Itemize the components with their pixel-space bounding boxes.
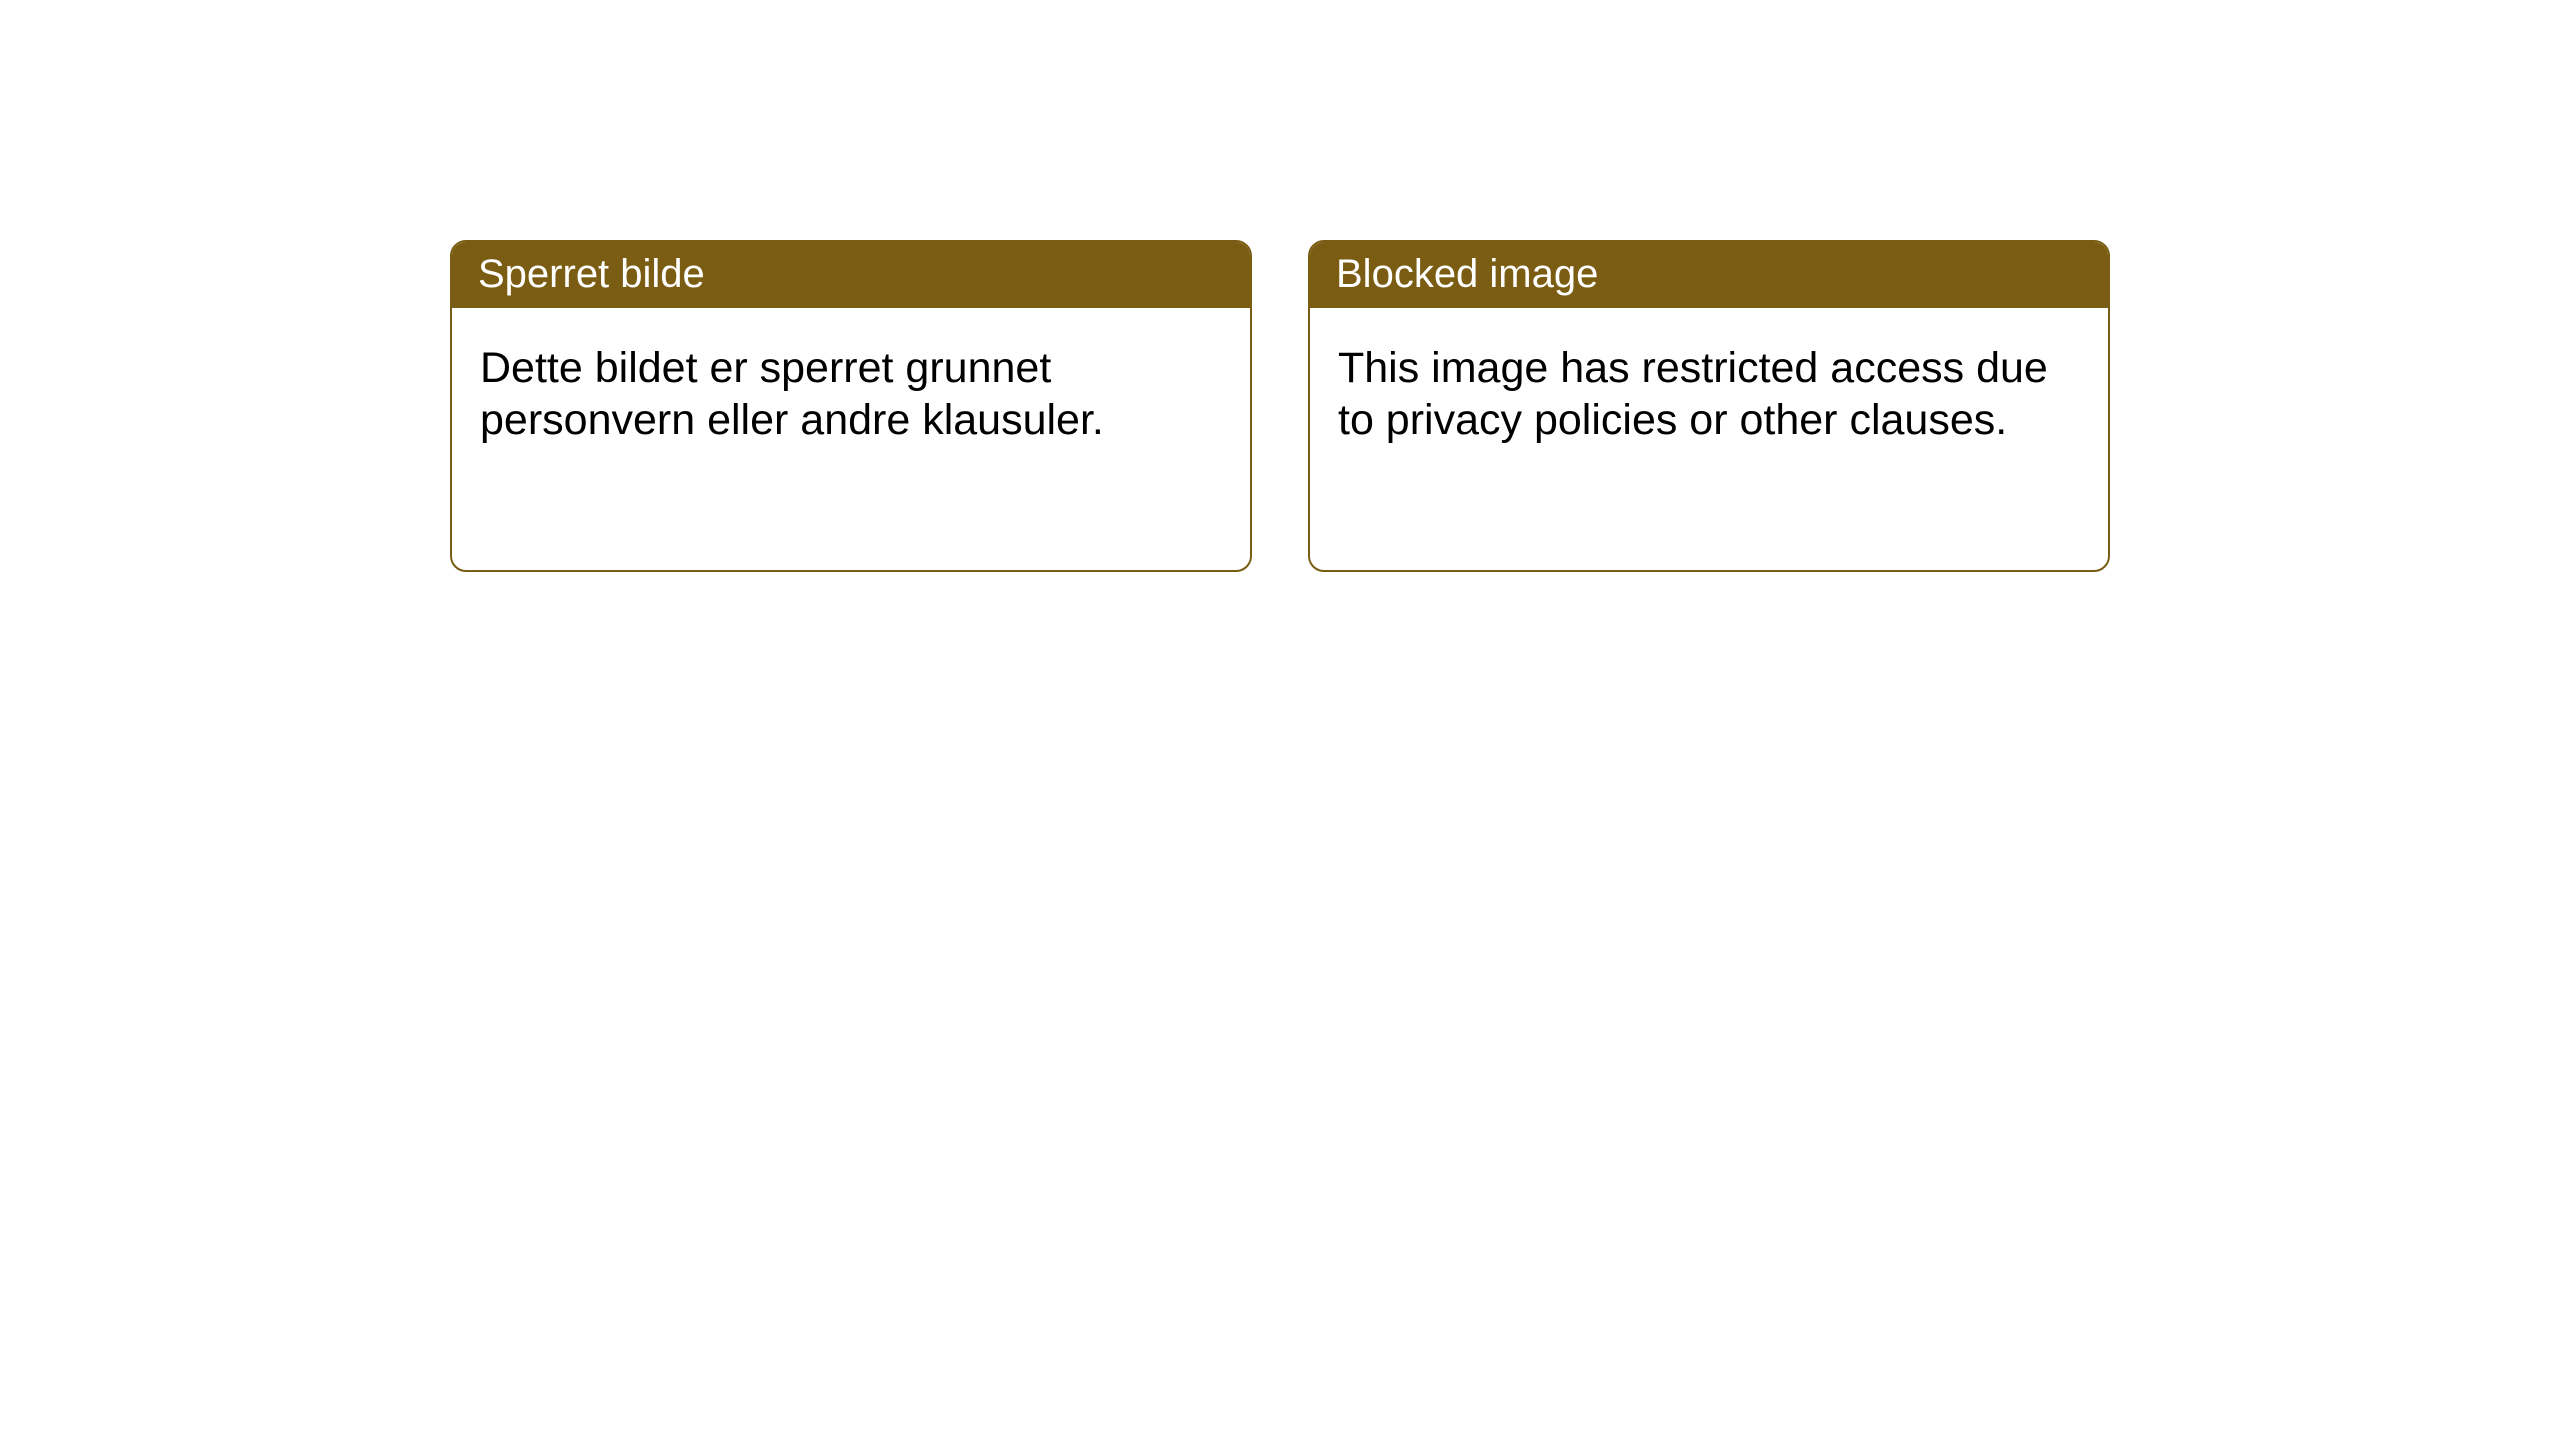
card-body: This image has restricted access due to … [1310, 308, 2108, 481]
card-body: Dette bildet er sperret grunnet personve… [452, 308, 1250, 481]
cards-container: Sperret bilde Dette bildet er sperret gr… [450, 240, 2560, 572]
card-header: Sperret bilde [452, 242, 1250, 308]
card-header: Blocked image [1310, 242, 2108, 308]
blocked-image-card-norwegian: Sperret bilde Dette bildet er sperret gr… [450, 240, 1252, 572]
blocked-image-card-english: Blocked image This image has restricted … [1308, 240, 2110, 572]
